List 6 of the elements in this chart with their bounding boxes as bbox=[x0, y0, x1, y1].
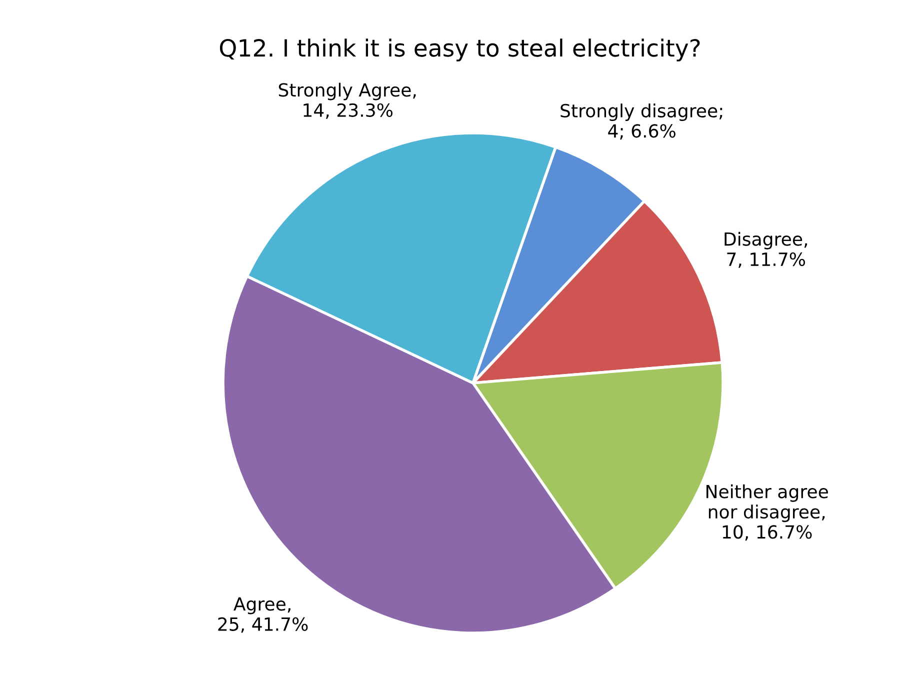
slice-label: Agree, 25, 41.7% bbox=[218, 597, 308, 633]
slice-label: Disagree, 7, 11.7% bbox=[724, 232, 807, 268]
chart-title: Q12. I think it is easy to steal electricity? bbox=[220, 38, 700, 62]
slice-label: Neither agree nor disagree, 10, 16.7% bbox=[706, 484, 828, 541]
slice-label: Strongly Agree, 14, 23.3% bbox=[278, 82, 416, 119]
slice-label: Strongly disagree; 4; 6.6% bbox=[560, 104, 722, 140]
